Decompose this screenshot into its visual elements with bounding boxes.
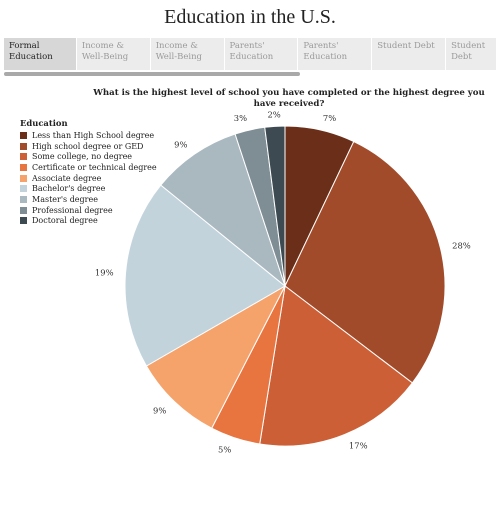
pie-slice-label: 9% (174, 139, 187, 149)
pie-slice-label: 9% (153, 405, 166, 415)
pie-slice-label: 7% (323, 113, 336, 123)
pie-slice-label: 17% (349, 441, 368, 451)
pie-slice-label: 2% (267, 109, 280, 119)
pie-slice-label: 3% (234, 113, 247, 123)
pie-slice-label: 28% (452, 240, 471, 250)
pie-slice-label: 5% (218, 444, 231, 454)
pie-slice-label: 19% (95, 267, 114, 277)
